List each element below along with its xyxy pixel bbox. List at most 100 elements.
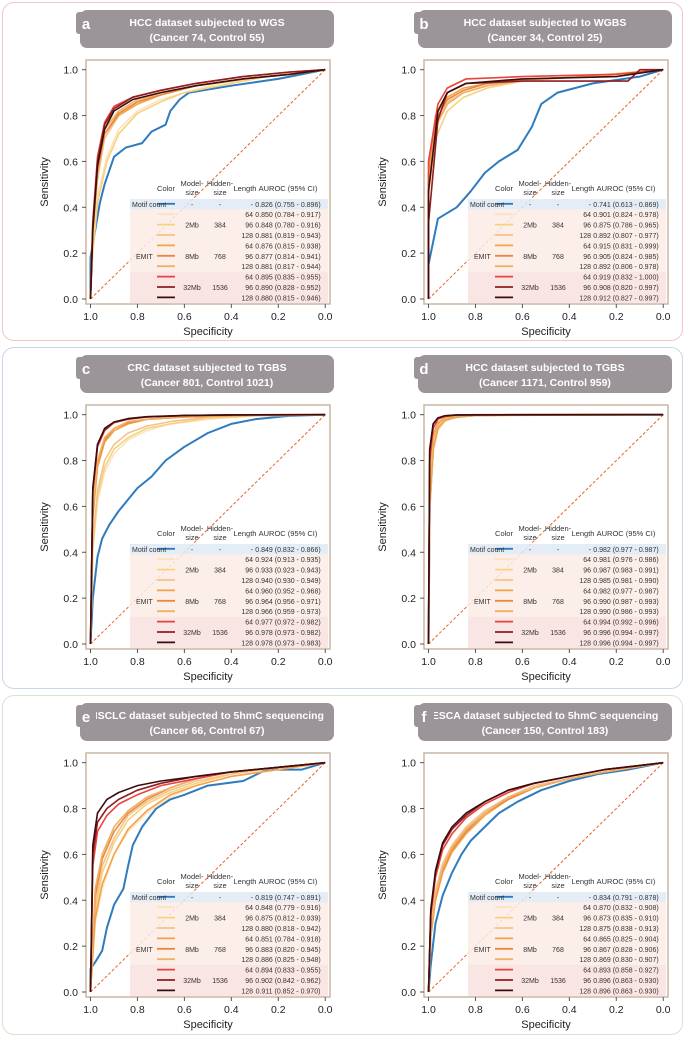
- table-cell-model: 2Mb: [523, 223, 537, 230]
- table-cell-auroc: 0.886 (0.825 - 0.948): [255, 957, 320, 964]
- table-cell-model: 8Mb: [523, 254, 537, 261]
- x-axis-label: Specificity: [521, 671, 571, 683]
- table-header-auroc: AUROC (95% CI): [259, 877, 318, 886]
- table-cell-model: 8Mb: [185, 254, 199, 261]
- table-cell-auroc: 0.895 (0.835 - 0.955): [255, 275, 320, 282]
- table-header-color: Color: [157, 184, 175, 193]
- x-tick-label: 0.6: [515, 1004, 530, 1016]
- table-cell-auroc: 0.990 (0.986 - 0.993): [593, 609, 658, 616]
- table-header-hidden-1: Hidden-: [207, 179, 234, 188]
- y-tick-label: 0.8: [401, 804, 416, 816]
- table-cell-model: 2Mb: [185, 223, 199, 230]
- table-cell-auroc: 0.873 (0.835 - 0.910): [593, 916, 658, 923]
- panel-letter-box: [414, 705, 434, 727]
- table-cell-model: 2Mb: [185, 568, 199, 575]
- table-cell-auroc: 0.902 (0.842 - 0.962): [255, 978, 320, 985]
- table-cell-auroc: 0.940 (0.930 - 0.949): [255, 578, 320, 585]
- panel-b: HCC dataset subjected to WGBS (Cancer 34,…: [377, 10, 672, 338]
- table-cell-length: 96: [245, 254, 253, 261]
- y-tick-label: 1.0: [401, 410, 416, 422]
- table-cell-length: 128: [241, 988, 253, 995]
- y-tick-label: 0.8: [401, 456, 416, 468]
- table-cell-length: -: [251, 202, 254, 209]
- table-cell-length: 128: [579, 988, 591, 995]
- y-tick-label: 0.4: [63, 895, 78, 907]
- table-header-color: Color: [495, 529, 513, 538]
- table-cell-hidden: 1536: [550, 978, 566, 985]
- roc-curve-32mb-128: [89, 761, 326, 993]
- roc-curve-32mb-128: [427, 68, 664, 299]
- table-group-motif: Motif count: [132, 895, 166, 902]
- table-header-hidden-2: size: [213, 188, 226, 197]
- table-cell-auroc: 0.981 (0.976 - 0.986): [593, 557, 658, 564]
- table-group-motif: Motif count: [470, 547, 504, 554]
- table-cell-auroc: 0.880 (0.818 - 0.942): [255, 926, 320, 933]
- x-tick-label: 0.6: [515, 311, 530, 323]
- x-tick-label: 0.4: [224, 311, 239, 323]
- table-cell-auroc: 0.875 (0.812 - 0.939): [255, 916, 320, 923]
- table-cell-auroc: 0.977 (0.972 - 0.982): [255, 620, 320, 627]
- table-group-emit: EMIT: [136, 947, 153, 954]
- x-axis-label: Specificity: [183, 671, 233, 683]
- table-header-hidden-1: Hidden-: [207, 524, 234, 533]
- table-cell-length: 128: [579, 233, 591, 240]
- table-cell-auroc: 0.978 (0.973 - 0.983): [255, 640, 320, 647]
- table-cell-model: -: [191, 895, 194, 902]
- table-cell-length: 96: [583, 285, 591, 292]
- table-cell-length: 96: [245, 285, 253, 292]
- x-tick-label: 0.0: [318, 311, 333, 323]
- panel-title-line2: (Cancer 66, Control 67): [150, 725, 265, 737]
- table-cell-length: 96: [245, 599, 253, 606]
- table-header-length: Length: [234, 877, 257, 886]
- panel-letter-box: [414, 12, 434, 34]
- table-cell-length: 128: [579, 578, 591, 585]
- x-tick-label: 0.0: [318, 1004, 333, 1016]
- panel-title-line2: (Cancer 74, Control 55): [150, 32, 265, 44]
- roc-curve-motif-count: [427, 761, 664, 993]
- table-cell-model: -: [529, 547, 532, 554]
- panel-title-box: [80, 10, 334, 48]
- table-cell-length: 64: [583, 212, 591, 219]
- table-cell-length: 128: [241, 233, 253, 240]
- y-tick-label: 0.0: [401, 639, 416, 651]
- table-cell-length: 64: [583, 620, 591, 627]
- table-cell-auroc: 0.908 (0.820 - 0.997): [593, 285, 658, 292]
- y-tick-label: 0.2: [401, 248, 416, 260]
- table-header-color: Color: [495, 877, 513, 886]
- table-cell-hidden: 384: [214, 568, 226, 575]
- table-cell-length: -: [251, 895, 254, 902]
- table-cell-length: 64: [583, 275, 591, 282]
- table-group-motif: Motif count: [132, 202, 166, 209]
- y-tick-label: 0.0: [63, 639, 78, 651]
- x-tick-label: 1.0: [421, 311, 436, 323]
- table-motif-row-bg: [468, 544, 666, 555]
- table-cell-hidden: 768: [552, 254, 564, 261]
- x-tick-label: 0.4: [224, 1004, 239, 1016]
- x-tick-label: 0.8: [468, 656, 483, 668]
- x-tick-label: 0.0: [656, 311, 671, 323]
- table-cell-length: 64: [245, 936, 253, 943]
- table-cell-length: 96: [583, 599, 591, 606]
- x-tick-label: 0.4: [562, 1004, 577, 1016]
- panel-letter: a: [82, 16, 91, 33]
- table-group-motif: Motif count: [470, 895, 504, 902]
- roc-curve-2mb-128: [89, 413, 326, 645]
- table-cell-model: -: [529, 895, 532, 902]
- x-axis-label: Specificity: [521, 1019, 571, 1031]
- table-cell-length: 128: [241, 264, 253, 271]
- table-cell-length: 96: [583, 254, 591, 261]
- table-cell-length: -: [589, 547, 592, 554]
- row-background-bottom: [2, 695, 683, 1035]
- table-cell-length: 128: [241, 640, 253, 647]
- roc-curve-motif-count: [89, 413, 326, 645]
- table-cell-hidden: 384: [214, 223, 226, 230]
- y-tick-label: 0.0: [401, 294, 416, 306]
- panel-title-line2: (Cancer 1171, Control 959): [479, 377, 611, 389]
- table-cell-auroc: 0.893 (0.858 - 0.927): [593, 968, 658, 975]
- panel-letter: b: [419, 16, 428, 33]
- table-cell-length: 64: [245, 620, 253, 627]
- y-tick-label: 0.2: [401, 941, 416, 953]
- table-header-hidden-1: Hidden-: [545, 872, 572, 881]
- table-cell-auroc: 0.987 (0.983 - 0.991): [593, 568, 658, 575]
- table-cell-hidden: 1536: [550, 630, 566, 637]
